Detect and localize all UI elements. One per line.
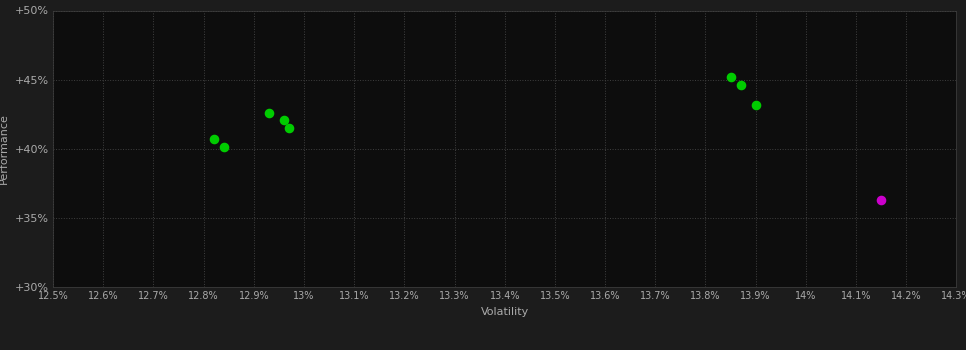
Point [723,74,738,80]
Point [276,117,292,122]
Point [261,110,276,116]
Point [733,82,749,88]
Point [748,102,763,107]
X-axis label: Volatility: Volatility [481,307,528,317]
Y-axis label: Performance: Performance [0,113,10,184]
Point [873,197,889,203]
Point [206,136,221,142]
Point [216,145,232,150]
Point [281,125,297,131]
